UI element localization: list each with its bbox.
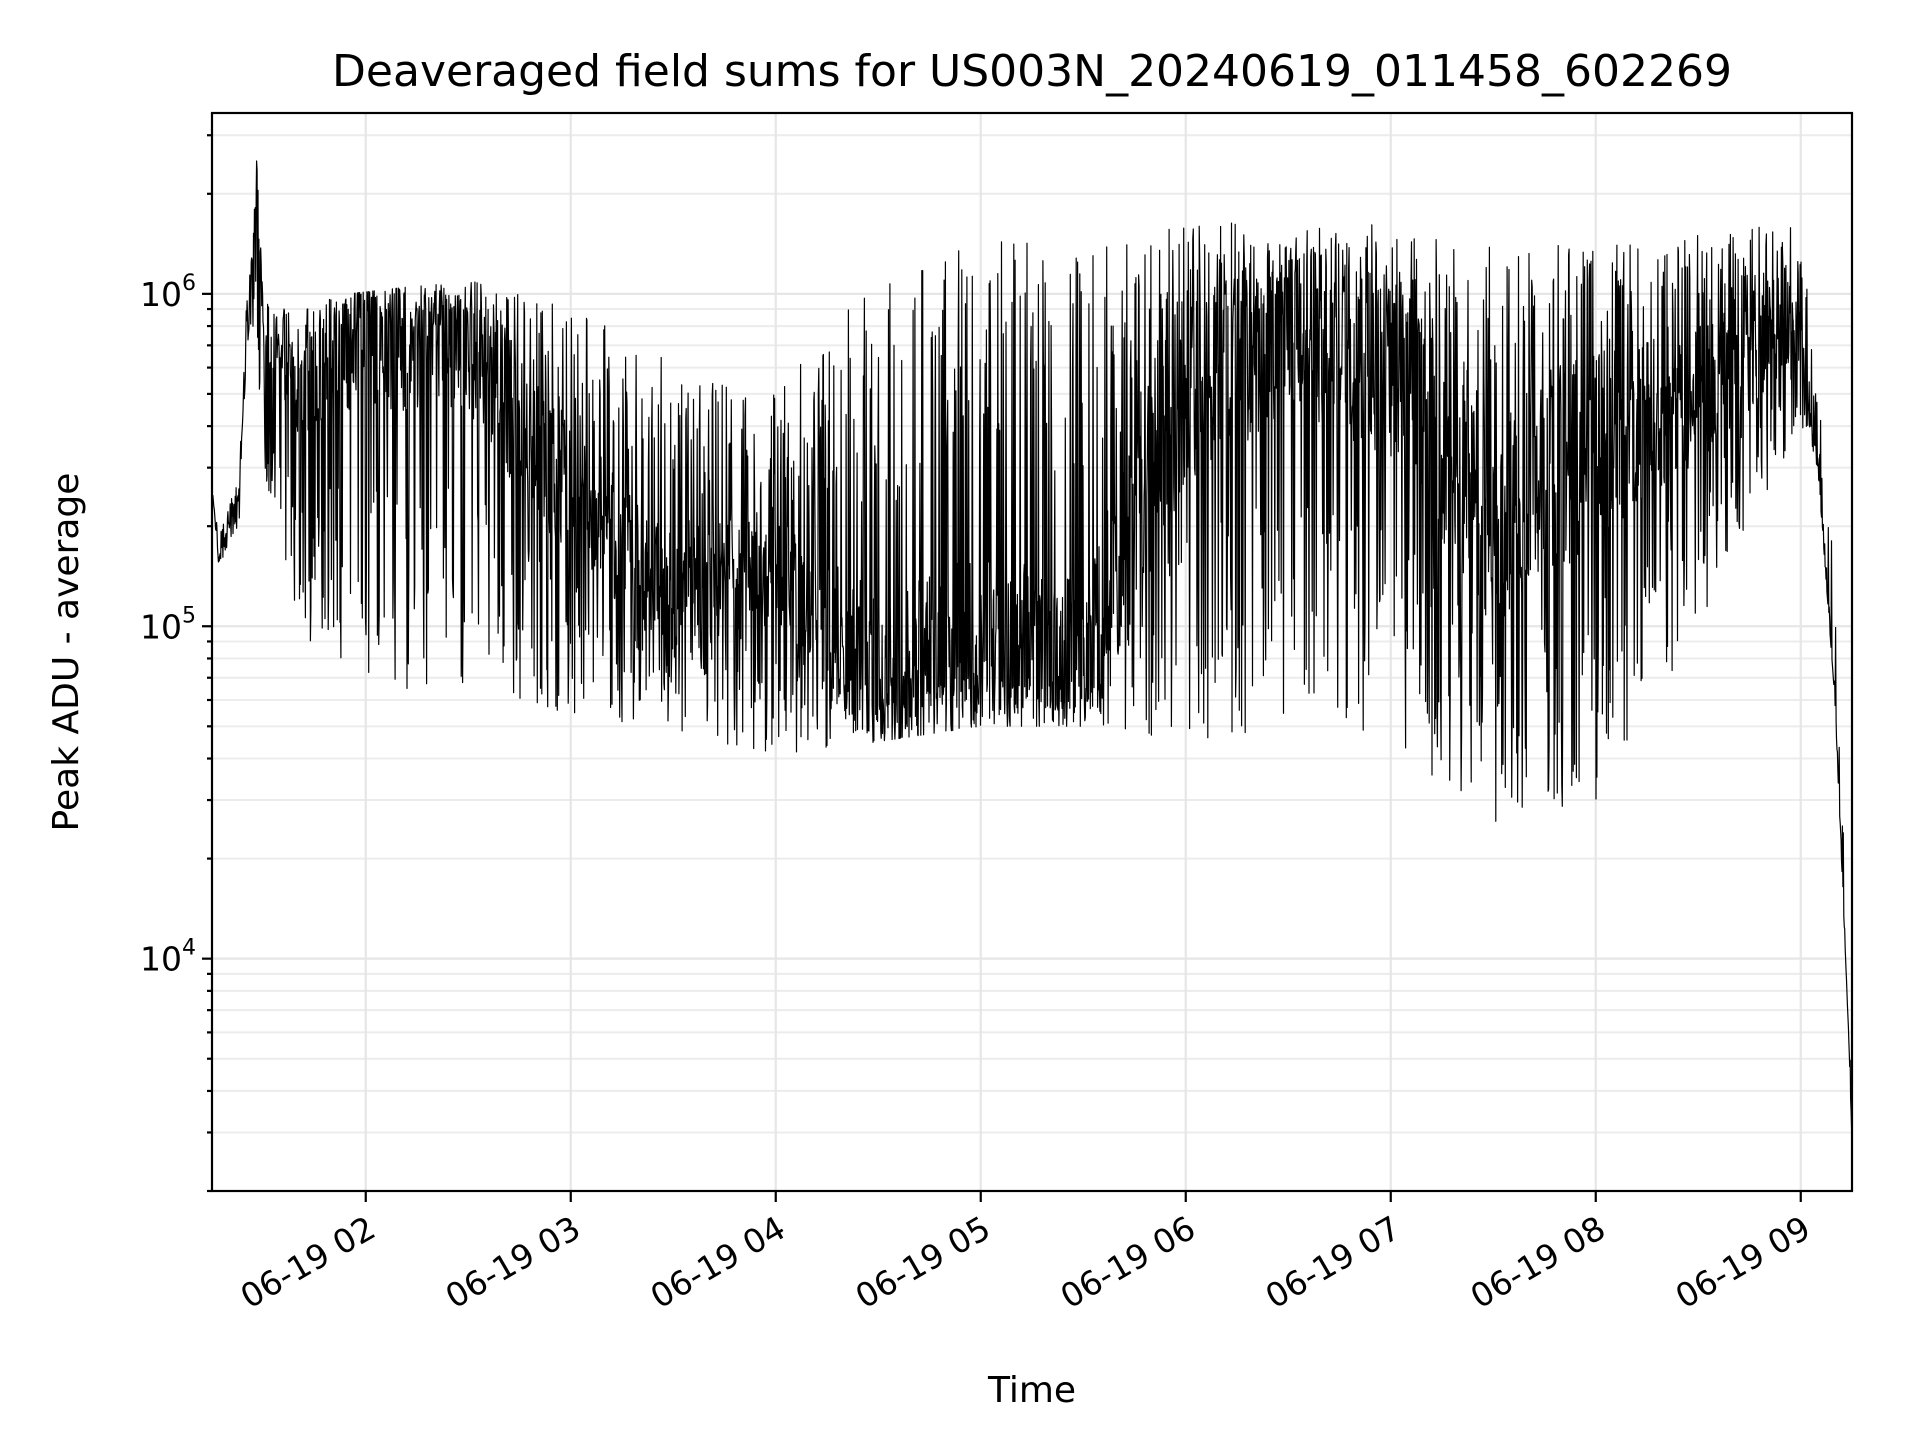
plot-frame [210, 111, 1854, 1193]
chart-title: Deaveraged field sums for US003N_2024061… [332, 46, 1732, 97]
grid [212, 113, 1852, 1192]
y-tick-label: 104 [140, 936, 196, 979]
y-tick-label: 106 [140, 271, 196, 314]
x-axis-label: Time [987, 1370, 1076, 1411]
series-layer [212, 160, 1852, 1143]
series-line [212, 160, 1852, 1143]
y-tick-label: 105 [140, 603, 196, 646]
y-axis: 104 105 106 [140, 134, 212, 1193]
y-axis-label: Peak ADU - average [46, 473, 87, 832]
